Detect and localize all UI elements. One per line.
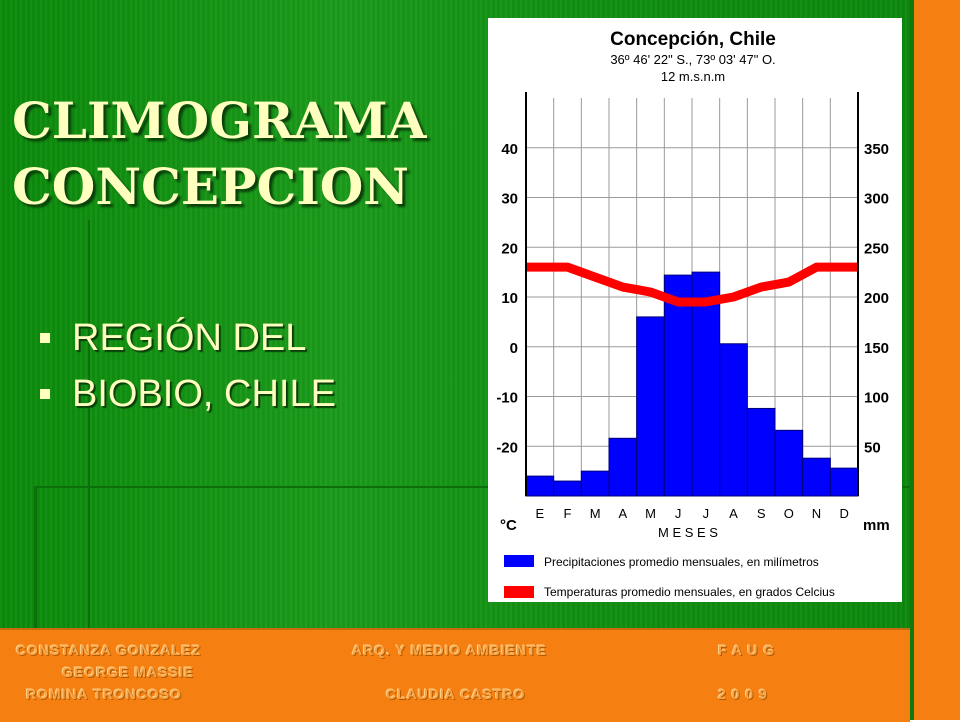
decor-line: [88, 220, 90, 628]
y-right-tick-label: 250: [864, 240, 889, 257]
temperature-point: [538, 266, 541, 269]
y-right-tick-label: 50: [864, 439, 881, 456]
chart-legend: Precipitaciones promedio mensuales, en m…: [504, 555, 835, 599]
precipitation-bar: [553, 480, 582, 497]
footer-bar: CONSTANZA GONZALEZ GEORGE MASSIE ROMINA …: [0, 628, 910, 722]
x-tick-label: S: [757, 506, 766, 521]
temperature-point: [732, 296, 735, 298]
square-bullet-icon: [40, 389, 50, 399]
climograph-panel: Concepción, Chile 36º 46' 22" S., 73º 03…: [488, 18, 902, 602]
bullet-text: REGIÓN DEL: [72, 316, 307, 359]
precipitation-bar: [774, 429, 804, 497]
x-tick-label: O: [784, 506, 794, 521]
footer-author-3: ROMINA TRONCOSO: [26, 686, 183, 702]
precipitation-bar: [525, 475, 555, 497]
y-right-tick-label: 350: [864, 141, 889, 158]
decor-line: [34, 486, 37, 628]
chart-subtitle-coords: 36º 46' 22" S., 73º 03' 47" O.: [610, 52, 775, 67]
x-tick-label: J: [703, 506, 710, 521]
temperature-point: [843, 266, 846, 269]
x-tick-label: N: [812, 506, 821, 521]
orange-side-bar: [910, 0, 960, 720]
climograph-chart: Concepción, Chile 36º 46' 22" S., 73º 03…: [496, 29, 890, 599]
bullet-item: REGIÓN DEL: [40, 310, 336, 366]
footer-year: 2 0 0 9: [718, 686, 768, 702]
x-tick-label: M: [590, 506, 601, 521]
footer-teacher: CLAUDIA CASTRO: [386, 686, 526, 702]
temperature-point: [815, 266, 818, 269]
y-left-unit-label: °C: [500, 517, 517, 534]
y-right-tick-label: 100: [864, 390, 889, 407]
precipitation-bar: [829, 467, 859, 497]
footer-faculty: F A U G: [718, 642, 776, 658]
temperature-point: [760, 286, 763, 289]
x-tick-label: D: [839, 506, 848, 521]
y-left-tick-label: 0: [510, 340, 518, 357]
temperature-point: [621, 286, 624, 289]
y-left-tick-label: 10: [501, 290, 518, 307]
temperature-line: [526, 262, 858, 307]
bullet-text: BIOBIO, CHILE: [72, 372, 336, 415]
temperature-series-line: [526, 262, 858, 307]
footer-author-2: GEORGE MASSIE: [62, 664, 195, 680]
chart-subtitle-altitude: 12 m.s.n.m: [661, 69, 725, 84]
precipitation-bar: [719, 343, 748, 497]
x-tick-label: M: [645, 506, 656, 521]
x-axis-label: M E S E S: [658, 525, 718, 540]
footer-author-1: CONSTANZA GONZALEZ: [16, 642, 202, 658]
y-right-tick-label: 150: [864, 340, 889, 357]
x-tick-label: A: [618, 506, 627, 521]
square-bullet-icon: [40, 333, 50, 343]
y-right-tick-label: 200: [864, 290, 889, 307]
legend-temp-label: Temperaturas promedio mensuales, en grad…: [544, 585, 835, 599]
footer-course: ARQ. Y MEDIO AMBIENTE: [352, 642, 547, 658]
temperature-point: [649, 291, 652, 294]
decor-line: [34, 486, 910, 488]
precipitation-bar: [746, 407, 776, 497]
bullet-item: BIOBIO, CHILE: [40, 366, 336, 422]
chart-axes: [525, 92, 859, 496]
x-tick-label: J: [675, 506, 682, 521]
x-tick-label: E: [535, 506, 544, 521]
slide-title: CLIMOGRAMA CONCEPCION: [12, 88, 426, 220]
title-line-2: CONCEPCION: [12, 157, 409, 216]
precipitation-bar: [608, 437, 638, 497]
legend-temp-swatch: [504, 586, 534, 598]
temperature-point: [594, 276, 597, 279]
precipitation-bars: [525, 271, 859, 497]
temperature-point: [704, 300, 707, 303]
temperature-point: [566, 266, 569, 269]
legend-precip-swatch: [504, 555, 534, 567]
precipitation-bar: [691, 271, 721, 497]
precipitation-bar: [802, 457, 831, 497]
bullet-list: REGIÓN DEL BIOBIO, CHILE: [40, 310, 336, 422]
y-left-tick-label: 30: [501, 191, 518, 208]
temperature-point: [677, 300, 680, 303]
precipitation-bar: [636, 316, 665, 497]
chart-title: Concepción, Chile: [610, 29, 776, 50]
y-right-tick-label: 300: [864, 191, 889, 208]
title-line-1: CLIMOGRAMA: [12, 91, 427, 150]
legend-precip-label: Precipitaciones promedio mensuales, en m…: [544, 555, 819, 569]
precipitation-bar: [663, 274, 693, 497]
precipitation-bar: [580, 470, 610, 497]
y-right-unit-label: mm: [863, 517, 890, 534]
y-left-tick-label: -10: [496, 390, 518, 407]
y-left-tick-label: 40: [501, 141, 518, 158]
temperature-point: [787, 281, 790, 284]
x-tick-label: F: [564, 506, 572, 521]
y-left-tick-label: -20: [496, 439, 518, 456]
y-left-tick-label: 20: [501, 240, 518, 257]
x-tick-label: A: [729, 506, 738, 521]
